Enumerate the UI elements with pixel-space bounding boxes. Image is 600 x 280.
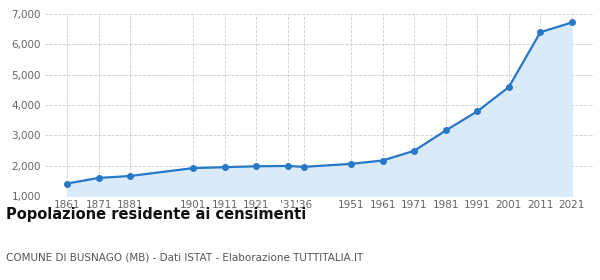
Text: Popolazione residente ai censimenti: Popolazione residente ai censimenti (6, 207, 306, 222)
Text: COMUNE DI BUSNAGO (MB) - Dati ISTAT - Elaborazione TUTTITALIA.IT: COMUNE DI BUSNAGO (MB) - Dati ISTAT - El… (6, 252, 363, 262)
